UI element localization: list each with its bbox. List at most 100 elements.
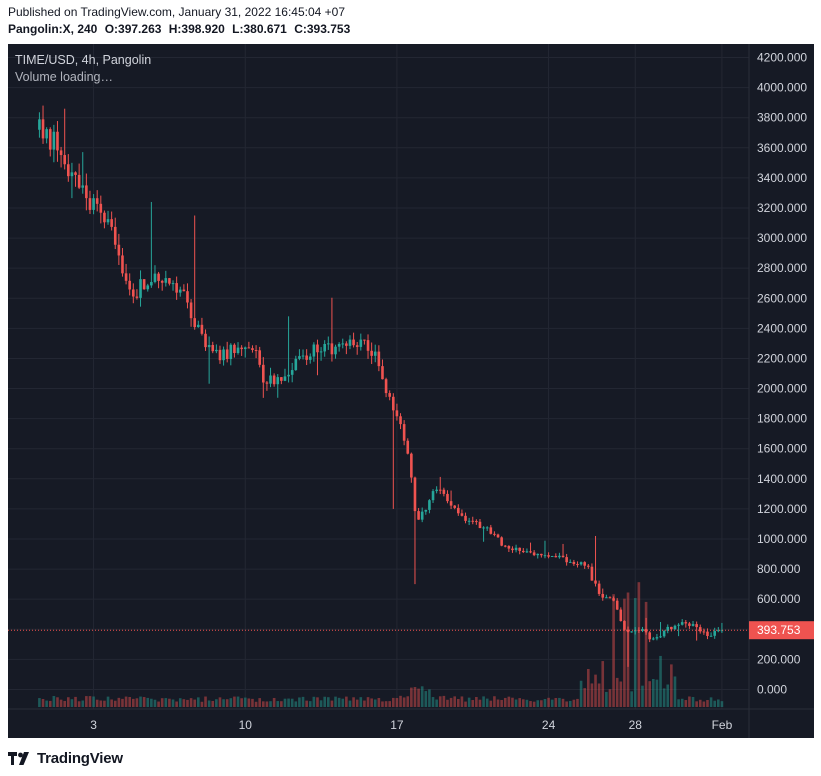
candle-body bbox=[269, 375, 272, 384]
volume-bar bbox=[197, 697, 200, 707]
candle-body bbox=[720, 630, 724, 632]
volume-bar bbox=[540, 700, 543, 707]
volume-bar bbox=[272, 697, 276, 707]
price-chart[interactable]: 393.753 0.000 200.000 600.000 800.000 1000.00… bbox=[8, 44, 814, 738]
volume-bar bbox=[85, 696, 88, 707]
candle-body bbox=[92, 198, 95, 210]
volume-bar bbox=[142, 697, 146, 707]
candle-body bbox=[110, 219, 113, 227]
volume-bar bbox=[420, 686, 424, 707]
open-value: O:397.263 bbox=[104, 22, 162, 36]
ticker-label: Pangolin:X, 240 bbox=[8, 22, 98, 36]
volume-bar bbox=[200, 701, 204, 707]
candle-body bbox=[189, 302, 193, 319]
candle-body bbox=[103, 212, 106, 223]
volume-bar bbox=[377, 697, 381, 707]
candle-body bbox=[482, 527, 485, 529]
last-price-label: 393.753 bbox=[757, 623, 801, 637]
candle-body bbox=[316, 344, 319, 353]
volume-bar bbox=[316, 697, 319, 707]
volume-bar bbox=[493, 696, 496, 707]
candle-body bbox=[175, 283, 178, 293]
candle-body bbox=[644, 628, 648, 633]
volume-bar bbox=[341, 698, 345, 707]
volume-bars bbox=[38, 582, 724, 707]
candle-body bbox=[200, 324, 204, 334]
volume-bar bbox=[146, 697, 150, 707]
price-tick-label: 1200.000 bbox=[757, 502, 807, 516]
volume-bar bbox=[319, 700, 323, 707]
candle-body bbox=[655, 637, 659, 639]
candle-body bbox=[662, 630, 666, 637]
volume-bar bbox=[215, 699, 218, 707]
volume-bar bbox=[153, 699, 157, 707]
candle-body bbox=[330, 343, 334, 355]
volume-bar bbox=[388, 701, 391, 707]
volume-bar bbox=[652, 678, 655, 707]
candle-body bbox=[48, 129, 52, 150]
volume-bar bbox=[395, 698, 399, 707]
volume-bar bbox=[655, 679, 659, 707]
candle-body bbox=[673, 625, 677, 630]
volume-bar bbox=[547, 697, 550, 707]
candle-body bbox=[38, 119, 41, 130]
volume-bar bbox=[48, 700, 52, 707]
candle-body bbox=[132, 289, 135, 297]
volume-bar bbox=[139, 696, 142, 707]
volume-bar bbox=[225, 699, 229, 707]
candle-body bbox=[142, 279, 146, 290]
candle-body bbox=[63, 155, 66, 165]
volume-bar bbox=[280, 701, 283, 707]
candle-body bbox=[630, 631, 633, 633]
volume-bar bbox=[160, 698, 164, 707]
candle-body bbox=[171, 283, 175, 285]
candle-body bbox=[366, 340, 370, 351]
candle-body bbox=[352, 339, 355, 346]
volume-bar bbox=[88, 696, 92, 707]
volume-bar bbox=[308, 701, 312, 707]
volume-bar bbox=[478, 699, 482, 707]
candle-body bbox=[348, 339, 352, 346]
candle-body bbox=[565, 557, 568, 563]
volume-bar bbox=[327, 697, 330, 707]
candle-body bbox=[377, 351, 381, 367]
chart-panel[interactable]: 393.753 0.000 200.000 600.000 800.000 1000.00… bbox=[8, 44, 814, 738]
volume-bar bbox=[688, 696, 691, 707]
volume-bar bbox=[330, 700, 334, 707]
volume-bar bbox=[168, 698, 171, 707]
candle-body bbox=[88, 198, 92, 210]
candle-body bbox=[532, 552, 536, 556]
candle-body bbox=[568, 561, 572, 563]
volume-bar bbox=[334, 696, 337, 707]
volume-bar bbox=[312, 696, 316, 707]
date-tick-label: 17 bbox=[390, 718, 404, 732]
candle-body bbox=[337, 343, 341, 347]
volume-bar bbox=[637, 582, 641, 707]
volume-bar bbox=[568, 700, 572, 707]
candle-body bbox=[442, 489, 446, 494]
volume-bar bbox=[348, 700, 352, 707]
candle-body bbox=[207, 345, 211, 348]
candle-body bbox=[290, 370, 294, 375]
volume-bar bbox=[590, 683, 594, 707]
volume-bar bbox=[684, 700, 688, 707]
candle-body bbox=[496, 534, 500, 538]
volume-bar bbox=[677, 699, 680, 707]
candle-body bbox=[583, 562, 586, 566]
candle-body bbox=[449, 501, 453, 506]
volume-bar bbox=[41, 699, 45, 707]
price-tick-label: 1400.000 bbox=[757, 472, 807, 486]
volume-bar bbox=[38, 698, 41, 707]
volume-bar bbox=[410, 687, 413, 707]
candle-body bbox=[695, 624, 698, 628]
candle-body bbox=[522, 550, 525, 553]
candle-body bbox=[182, 289, 186, 292]
candle-body bbox=[688, 623, 691, 626]
candle-body bbox=[572, 561, 576, 565]
volume-bar bbox=[706, 699, 709, 707]
candle-body bbox=[373, 351, 377, 356]
candle-body bbox=[406, 440, 410, 454]
candle-body bbox=[702, 631, 706, 633]
symbol-legend[interactable]: TIME/USD, 4h, Pangolin bbox=[15, 53, 152, 67]
volume-bar bbox=[536, 700, 540, 707]
